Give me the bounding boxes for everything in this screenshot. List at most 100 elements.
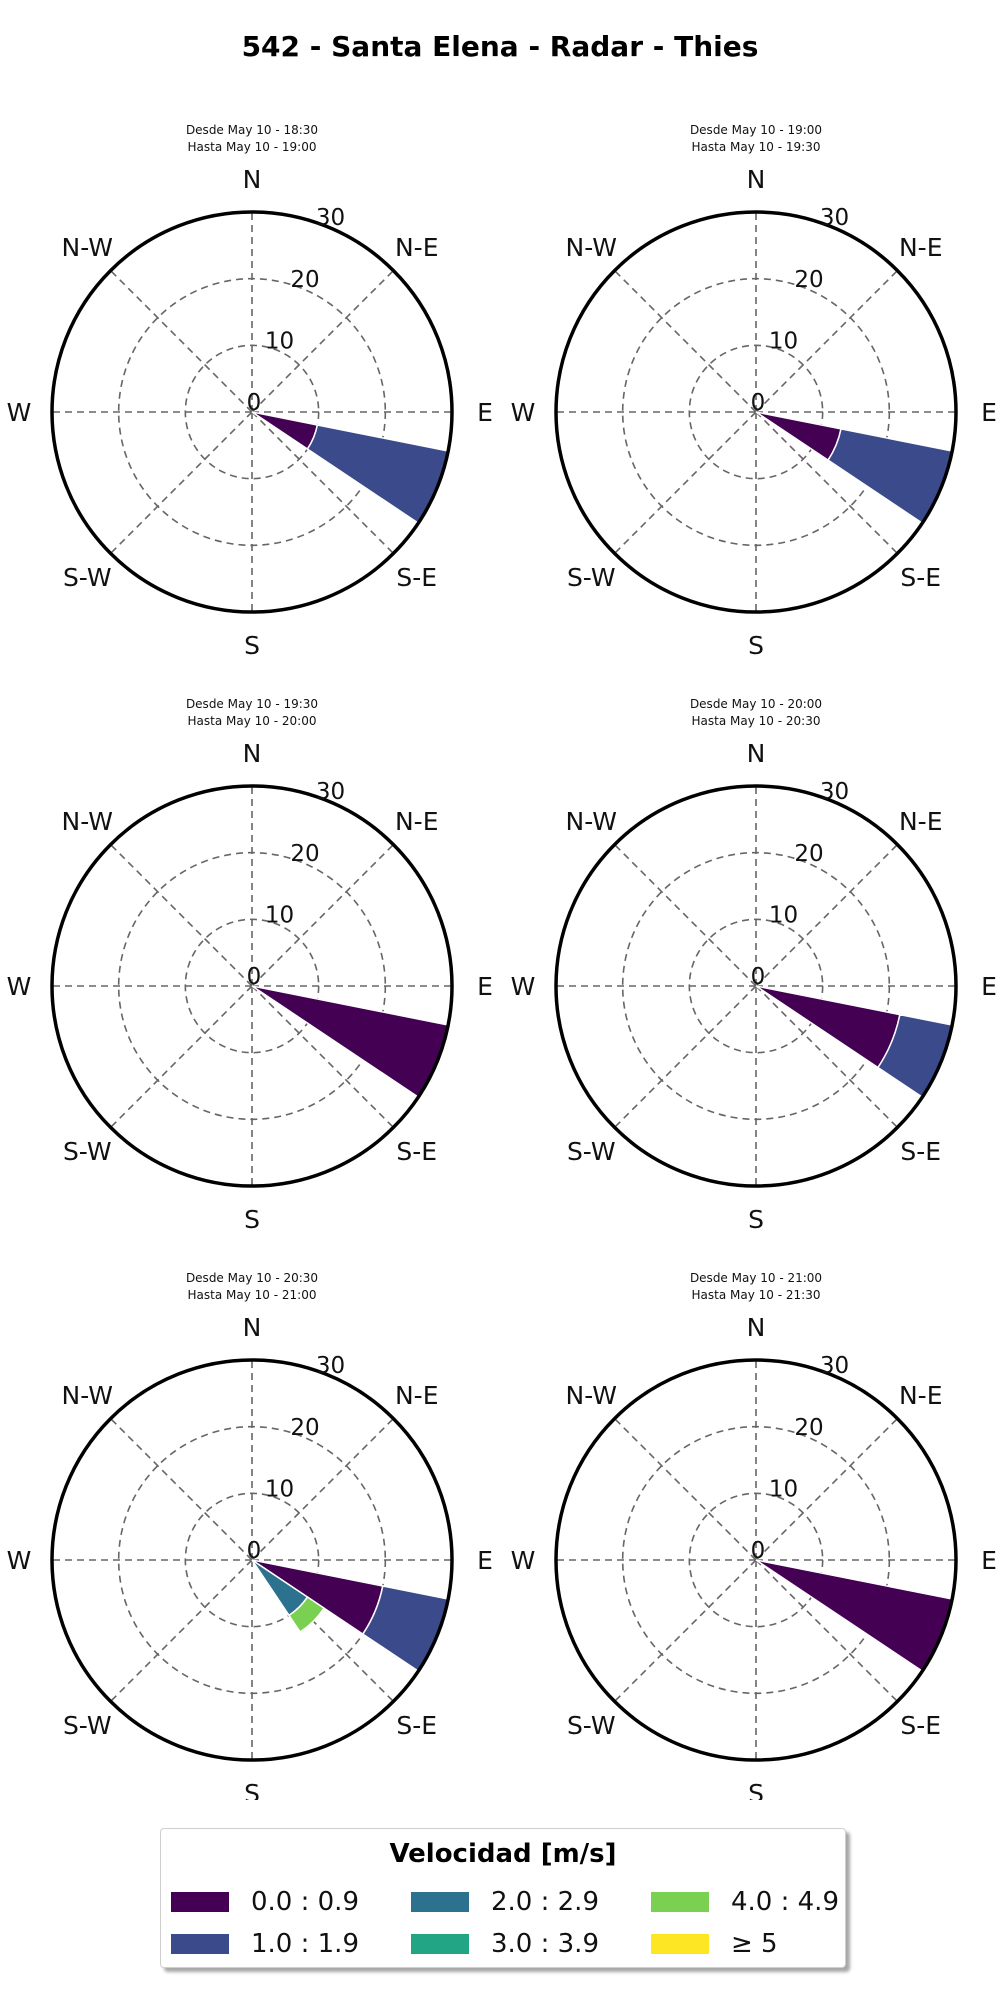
radial-tick-label: 20	[794, 841, 823, 867]
direction-label: S-W	[63, 563, 112, 592]
spoke-line	[755, 270, 898, 413]
direction-label: S-E	[396, 563, 437, 592]
direction-label: W	[7, 1546, 32, 1575]
legend-item: 1.0 : 1.9	[171, 1929, 359, 1959]
direction-label: N-E	[899, 1381, 943, 1410]
direction-label: N	[243, 1313, 262, 1342]
spoke-line	[110, 1559, 253, 1702]
radial-tick-label: 10	[265, 328, 294, 354]
outer-circle	[50, 1358, 454, 1762]
spoke-line	[614, 1559, 757, 1702]
legend-label: ≥ 5	[731, 1929, 778, 1959]
legend-label: 3.0 : 3.9	[491, 1929, 599, 1959]
spoke-line	[110, 270, 253, 413]
radial-tick-label: 20	[794, 267, 823, 293]
direction-label: E	[477, 1546, 493, 1575]
spoke-line	[110, 1418, 253, 1561]
radial-tick-label: 0	[247, 390, 262, 416]
windrose-panel: Desde May 10 - 19:30 Hasta May 10 - 20:00…	[7, 697, 493, 1234]
wind-wedge	[755, 1559, 954, 1673]
grid-ring	[117, 851, 387, 1121]
spoke-line	[251, 411, 394, 554]
direction-label: E	[477, 972, 493, 1001]
direction-label: S-W	[567, 1137, 616, 1166]
radial-tick-label: 20	[290, 1415, 319, 1441]
legend: Velocidad [m/s] 0.0 : 0.9 2.0 : 2.9 4.0 …	[160, 1828, 846, 1968]
direction-label: N-E	[395, 1381, 439, 1410]
direction-label: E	[981, 972, 997, 1001]
spoke-line	[110, 411, 253, 554]
spoke-line	[251, 1418, 394, 1561]
legend-label: 0.0 : 0.9	[251, 1887, 359, 1917]
radial-tick-label: 10	[265, 902, 294, 928]
direction-label: N-W	[62, 807, 113, 836]
wind-wedge	[251, 411, 319, 451]
spoke-line	[110, 844, 253, 987]
grid-ring	[184, 344, 320, 480]
legend-item: 3.0 : 3.9	[411, 1929, 599, 1959]
direction-label: N-W	[566, 1381, 617, 1410]
panel-subtitle-desde: Desde May 10 - 20:00	[690, 697, 822, 711]
radial-tick-label: 30	[316, 779, 345, 805]
windrose-grid: Desde May 10 - 18:30 Hasta May 10 - 19:00…	[7, 123, 997, 1800]
radial-tick-label: 20	[290, 267, 319, 293]
legend-item: 4.0 : 4.9	[651, 1887, 839, 1917]
grid-ring	[621, 277, 891, 547]
spoke-line	[614, 844, 757, 987]
spoke-line	[755, 411, 898, 554]
legend-swatch	[651, 1934, 709, 1954]
direction-label: N-W	[566, 233, 617, 262]
radial-tick-label: 20	[290, 841, 319, 867]
radial-tick-label: 0	[751, 964, 766, 990]
direction-label: N	[747, 739, 766, 768]
direction-label: E	[981, 1546, 997, 1575]
direction-label: E	[477, 398, 493, 427]
direction-label: N-W	[62, 233, 113, 262]
panel-subtitle-hasta: Hasta May 10 - 20:00	[188, 714, 317, 728]
grid-ring	[117, 277, 387, 547]
direction-label: N-W	[62, 1381, 113, 1410]
direction-label: S-W	[63, 1137, 112, 1166]
direction-label: S	[748, 1205, 764, 1234]
radial-tick-label: 30	[820, 205, 849, 231]
grid-ring	[688, 344, 824, 480]
windrose-panel: Desde May 10 - 19:00 Hasta May 10 - 19:30…	[511, 123, 997, 660]
direction-label: W	[7, 972, 32, 1001]
grid-ring	[688, 918, 824, 1054]
radial-tick-label: 10	[265, 1476, 294, 1502]
spoke-line	[251, 270, 394, 413]
legend-label: 1.0 : 1.9	[251, 1929, 359, 1959]
panel-subtitle-desde: Desde May 10 - 19:00	[690, 123, 822, 137]
radial-tick-label: 10	[769, 902, 798, 928]
spoke-line	[614, 985, 757, 1128]
radial-tick-label: 30	[820, 1353, 849, 1379]
direction-label: S	[748, 1779, 764, 1800]
radial-tick-label: 10	[769, 328, 798, 354]
legend-title: Velocidad [m/s]	[389, 1839, 617, 1869]
legend-swatch	[171, 1934, 229, 1954]
panel-subtitle-desde: Desde May 10 - 21:00	[690, 1271, 822, 1285]
spoke-line	[110, 985, 253, 1128]
legend-item: ≥ 5	[651, 1929, 778, 1959]
direction-label: S	[244, 1205, 260, 1234]
panel-subtitle-hasta: Hasta May 10 - 21:00	[188, 1288, 317, 1302]
outer-circle	[50, 210, 454, 614]
panel-subtitle-hasta: Hasta May 10 - 19:30	[692, 140, 821, 154]
radial-tick-label: 30	[316, 205, 345, 231]
wind-wedge	[251, 985, 450, 1099]
radial-tick-label: 10	[769, 1476, 798, 1502]
spoke-line	[251, 844, 394, 987]
spoke-line	[755, 1418, 898, 1561]
grid-ring	[184, 918, 320, 1054]
spoke-line	[755, 844, 898, 987]
direction-label: S-W	[63, 1711, 112, 1740]
direction-label: W	[511, 398, 536, 427]
legend-swatch	[411, 1934, 469, 1954]
spoke-line	[614, 411, 757, 554]
direction-label: S-E	[396, 1711, 437, 1740]
panel-subtitle-desde: Desde May 10 - 19:30	[186, 697, 318, 711]
direction-label: N	[747, 1313, 766, 1342]
direction-label: S	[748, 631, 764, 660]
wind-wedge	[755, 411, 842, 462]
radial-tick-label: 0	[247, 1538, 262, 1564]
